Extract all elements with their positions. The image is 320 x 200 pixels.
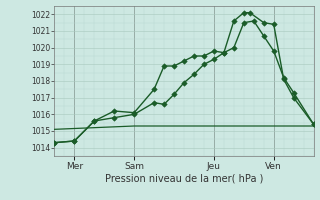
X-axis label: Pression niveau de la mer( hPa ): Pression niveau de la mer( hPa ) — [105, 173, 263, 183]
